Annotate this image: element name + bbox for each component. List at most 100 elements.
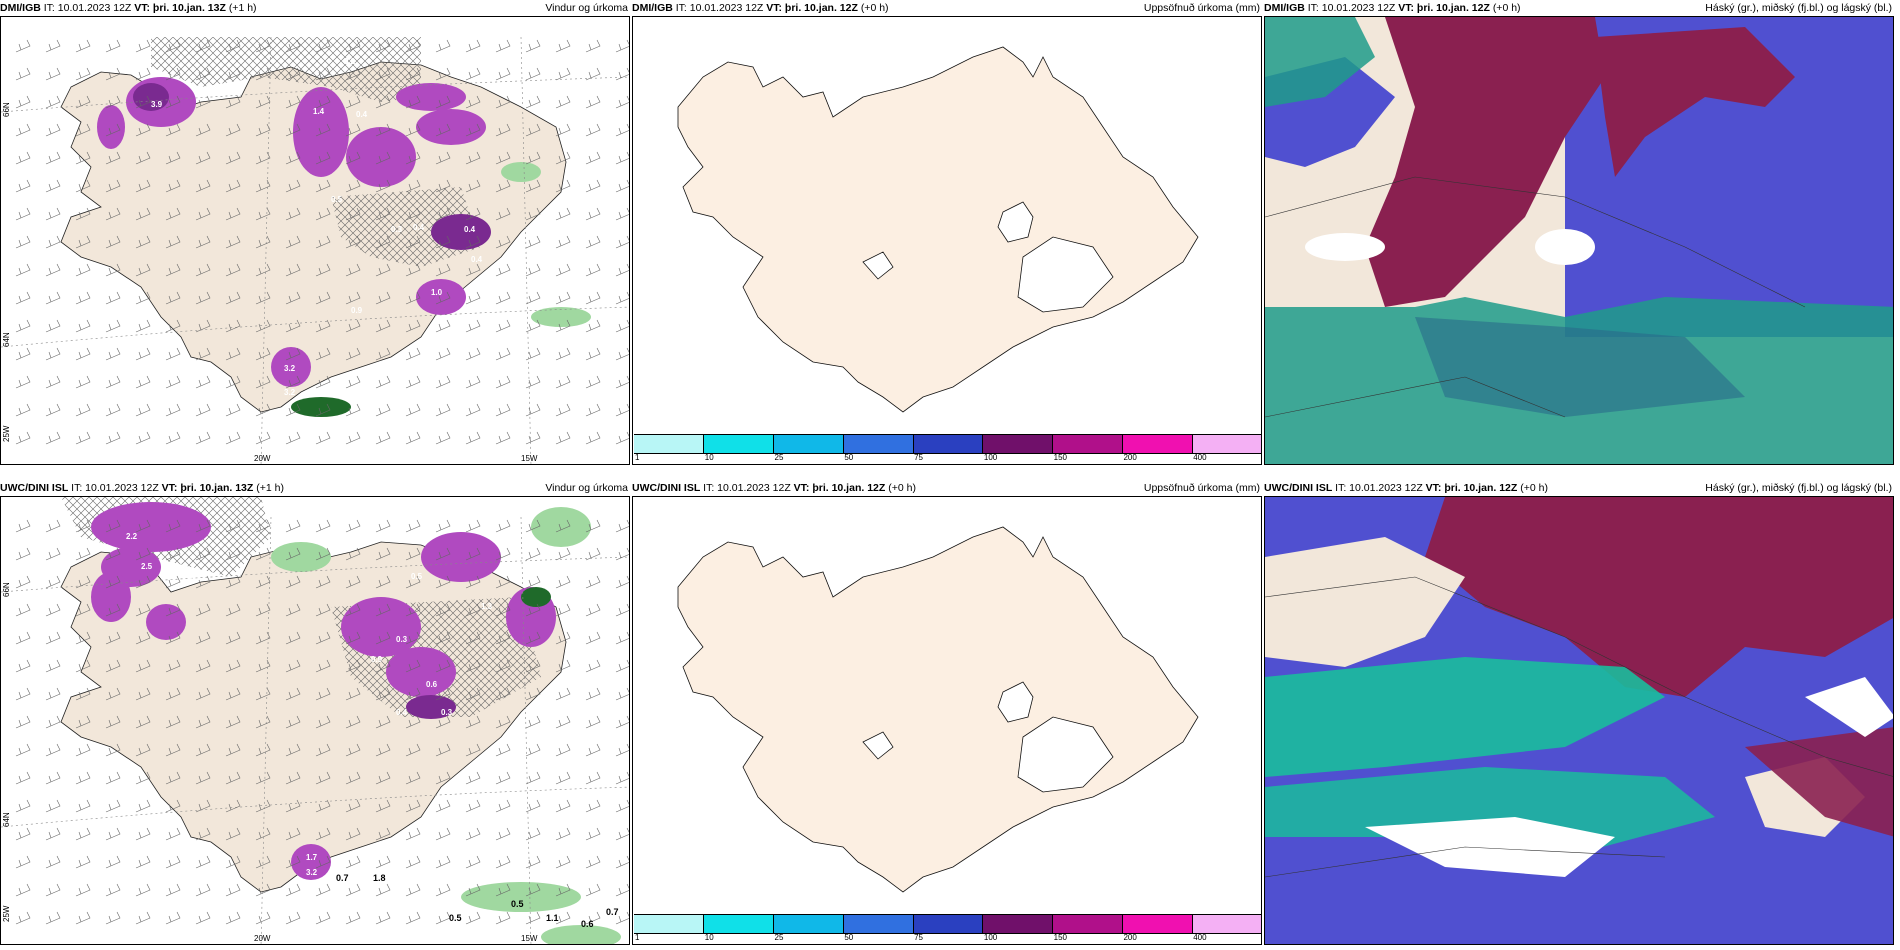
wind-precip-map: 3.9 0.2 1.4 0.4 0.5 0.3 0.4 0.4 0.4 1.0 …	[0, 16, 630, 465]
wind-barb	[465, 347, 481, 361]
wind-barb	[615, 855, 629, 869]
map-canvas: 1.0 2.2 2.5 3.9 0.5 1.3 3.2 0.3 0.9 0.6 …	[1, 497, 629, 944]
wind-barb	[165, 603, 181, 617]
wind-barb	[465, 39, 481, 53]
wind-barb	[255, 207, 271, 221]
wind-barb	[495, 547, 511, 561]
wind-barb	[435, 575, 451, 589]
wind-barb	[165, 431, 181, 445]
glacier	[997, 201, 1034, 243]
wind-barb	[465, 771, 481, 785]
precip-value: 1.1	[546, 913, 559, 923]
colorbar-tick: 200	[1123, 933, 1137, 942]
precip-value: 0.3	[396, 635, 408, 644]
precip-value: 1.0	[301, 502, 313, 511]
wind-barb	[255, 743, 271, 757]
wind-barb	[255, 179, 271, 193]
wind-barb	[195, 911, 211, 925]
precip-value: 0.5	[511, 899, 524, 909]
wind-barb	[375, 519, 391, 533]
wind-barb	[585, 519, 601, 533]
wind-barb	[195, 631, 211, 645]
wind-barb	[165, 799, 181, 813]
wind-barb	[285, 431, 301, 445]
wind-barb	[225, 151, 241, 165]
wind-barb	[525, 519, 541, 533]
wind-barb	[225, 799, 241, 813]
wind-barb	[105, 575, 121, 589]
precip-area	[431, 214, 491, 250]
wind-barb	[45, 179, 61, 193]
wind-barb	[255, 67, 271, 81]
wind-barb	[315, 403, 331, 417]
wind-barb	[75, 291, 91, 305]
wind-barb	[15, 207, 31, 221]
wind-barb	[585, 659, 601, 673]
wind-barb	[615, 883, 629, 897]
precip-value: 0.3	[391, 225, 403, 234]
wind-barb	[585, 715, 601, 729]
wind-barb	[285, 687, 301, 701]
wind-barb	[285, 855, 301, 869]
colorbar-segment	[913, 915, 984, 933]
wind-barb	[375, 743, 391, 757]
wind-barb	[345, 123, 361, 137]
wind-barb	[45, 743, 61, 757]
wind-barb	[315, 347, 331, 361]
wind-barb	[165, 95, 181, 109]
wind-barb	[105, 123, 121, 137]
colorbar-tick: 10	[704, 933, 714, 942]
init-time: IT: 10.01.2023 12Z	[43, 2, 132, 14]
wind-barb	[15, 403, 31, 417]
colorbar-segment	[703, 915, 774, 933]
precip-value: 0.6	[581, 919, 594, 929]
wind-barb	[615, 827, 629, 841]
wind-barb	[315, 799, 331, 813]
wind-barb	[435, 603, 451, 617]
iceland-land	[677, 46, 1199, 413]
wind-barb	[45, 799, 61, 813]
wind-barb	[525, 827, 541, 841]
wind-barb	[585, 207, 601, 221]
wind-barb	[375, 687, 391, 701]
wind-barb	[585, 799, 601, 813]
wind-barb	[135, 603, 151, 617]
lead-time: (+0 h)	[1492, 2, 1521, 14]
wind-barb	[615, 123, 629, 137]
model-name: UWC/DINI ISL	[632, 482, 701, 494]
wind-barb	[315, 375, 331, 389]
wind-barb	[225, 911, 241, 925]
wind-barb	[135, 743, 151, 757]
wind-barb	[45, 575, 61, 589]
wind-barb	[435, 39, 451, 53]
wind-barb	[465, 687, 481, 701]
wind-barb	[495, 95, 511, 109]
wind-barb	[45, 207, 61, 221]
wind-barb	[195, 347, 211, 361]
wind-barb	[315, 151, 331, 165]
wind-barb	[255, 771, 271, 785]
wind-barb	[105, 39, 121, 53]
wind-barb	[315, 743, 331, 757]
wind-barb	[135, 263, 151, 277]
wind-barb	[315, 291, 331, 305]
wind-barb	[195, 39, 211, 53]
wind-barb	[75, 151, 91, 165]
high-cloud-area	[1265, 657, 1665, 777]
wind-barb	[525, 575, 541, 589]
wind-barb	[225, 547, 241, 561]
wind-barb	[195, 207, 211, 221]
wind-barb	[135, 95, 151, 109]
lead-time: (+0 h)	[860, 2, 889, 14]
colorbar-segment	[703, 435, 774, 453]
wind-barb	[435, 883, 451, 897]
wind-barb	[375, 375, 391, 389]
wind-barb	[555, 263, 571, 277]
wind-barb	[75, 743, 91, 757]
wind-barb	[75, 883, 91, 897]
wind-barb	[585, 319, 601, 333]
wind-barb	[555, 291, 571, 305]
wind-barb	[435, 547, 451, 561]
wind-barb	[345, 547, 361, 561]
wind-barb	[105, 799, 121, 813]
